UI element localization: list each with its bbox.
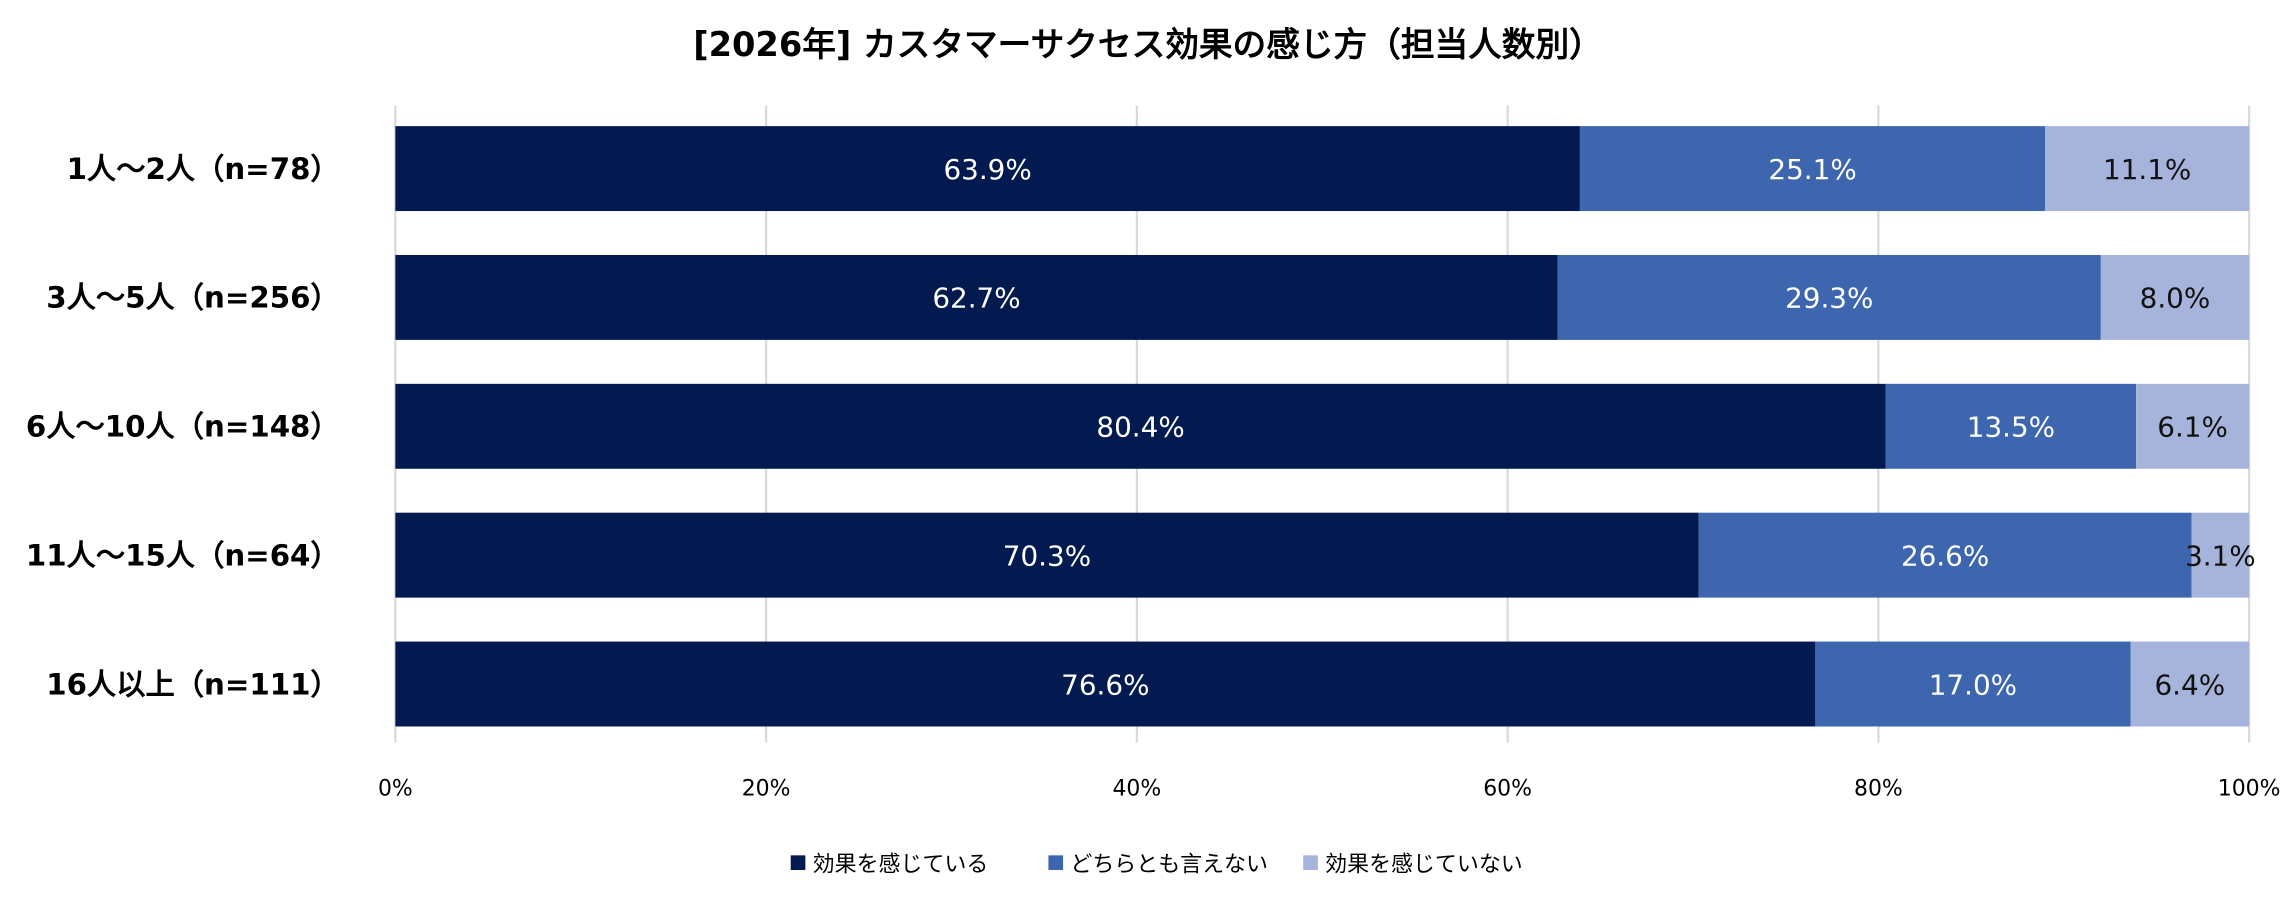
bar-segment bbox=[395, 254, 1558, 340]
bar-segment bbox=[1885, 383, 2137, 469]
bar-segment bbox=[2130, 641, 2250, 727]
category-label: 1人〜2人（n=78） bbox=[67, 152, 340, 186]
legend-swatch bbox=[1048, 855, 1064, 870]
category-label: 16人以上（n=111） bbox=[46, 667, 340, 701]
bar-segment bbox=[395, 126, 1580, 212]
legend-label: どちらとも言えない bbox=[1070, 852, 1268, 877]
chart-title: [2026年] カスタマーサクセス効果の感じ方（担当人数別） bbox=[693, 25, 1603, 64]
bar-segment bbox=[1579, 126, 2046, 212]
x-tick-label: 60% bbox=[1483, 776, 1532, 801]
bar-segment bbox=[1698, 512, 2192, 598]
bar-segment bbox=[2136, 383, 2250, 469]
data-label: 62.7% bbox=[932, 282, 1020, 315]
data-label: 26.6% bbox=[1901, 539, 1989, 572]
x-tick-label: 80% bbox=[1854, 776, 1903, 801]
data-label: 80.4% bbox=[1096, 411, 1184, 444]
legend-label: 効果を感じている bbox=[813, 852, 989, 877]
bar-segment bbox=[1815, 641, 2131, 727]
bar-segment bbox=[395, 383, 1886, 469]
legend-swatch bbox=[1303, 855, 1318, 870]
bar-segment bbox=[2191, 512, 2250, 598]
data-label: 63.9% bbox=[943, 153, 1031, 186]
data-label: 17.0% bbox=[1929, 668, 2017, 701]
data-label: 6.4% bbox=[2154, 668, 2225, 701]
data-label: 29.3% bbox=[1785, 282, 1873, 315]
bar-segment bbox=[395, 641, 1816, 727]
x-tick-label: 40% bbox=[1112, 776, 1161, 801]
data-label: 25.1% bbox=[1768, 153, 1856, 186]
data-label: 3.1% bbox=[2185, 539, 2256, 572]
bar-segment bbox=[395, 512, 1699, 598]
data-label: 11.1% bbox=[2103, 153, 2191, 186]
category-label: 11人〜15人（n=64） bbox=[26, 538, 340, 572]
data-label: 76.6% bbox=[1061, 668, 1149, 701]
data-label: 13.5% bbox=[1967, 411, 2055, 444]
category-label: 3人〜5人（n=256） bbox=[46, 281, 340, 315]
data-label: 8.0% bbox=[2140, 282, 2211, 315]
x-tick-label: 0% bbox=[378, 776, 413, 801]
bar-segment bbox=[2100, 254, 2250, 340]
bar-segment bbox=[2045, 126, 2250, 212]
x-tick-label: 100% bbox=[2218, 776, 2281, 801]
legend-label: 効果を感じていない bbox=[1325, 852, 1523, 877]
category-label: 6人〜10人（n=148） bbox=[26, 410, 340, 444]
bar-segment bbox=[1557, 254, 2101, 340]
x-tick-label: 20% bbox=[742, 776, 791, 801]
data-label: 6.1% bbox=[2157, 411, 2228, 444]
data-label: 70.3% bbox=[1003, 539, 1091, 572]
legend-swatch bbox=[790, 855, 806, 870]
